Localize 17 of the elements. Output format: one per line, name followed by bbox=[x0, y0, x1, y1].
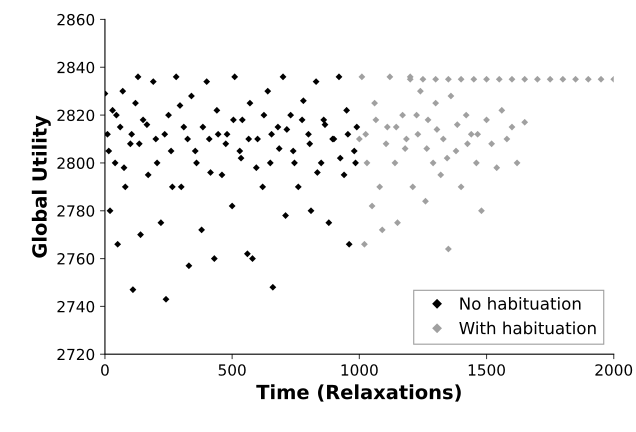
y-tick-label: 2820 bbox=[57, 110, 94, 122]
x-tick-label: 500 bbox=[218, 364, 246, 376]
y-tick-label: 2760 bbox=[57, 253, 94, 265]
y-tick-label: 2780 bbox=[57, 205, 94, 217]
x-tick-label: 1500 bbox=[468, 364, 505, 376]
y-tick-label: 2860 bbox=[57, 14, 94, 26]
x-axis-title: Time (Relaxations) bbox=[256, 384, 461, 402]
x-tick-label: 0 bbox=[101, 364, 109, 376]
x-tick-label: 1000 bbox=[342, 364, 378, 376]
legend-label: With habituation bbox=[459, 321, 596, 334]
y-tick-label: 2840 bbox=[57, 62, 94, 74]
y-tick-label: 2800 bbox=[57, 157, 94, 169]
x-tick-label: 2000 bbox=[595, 364, 632, 376]
y-axis-title: Global Utility bbox=[32, 115, 51, 258]
y-tick-label: 2720 bbox=[57, 348, 94, 360]
y-tick-label: 2740 bbox=[57, 300, 94, 312]
legend-label: No habituation bbox=[460, 296, 580, 310]
